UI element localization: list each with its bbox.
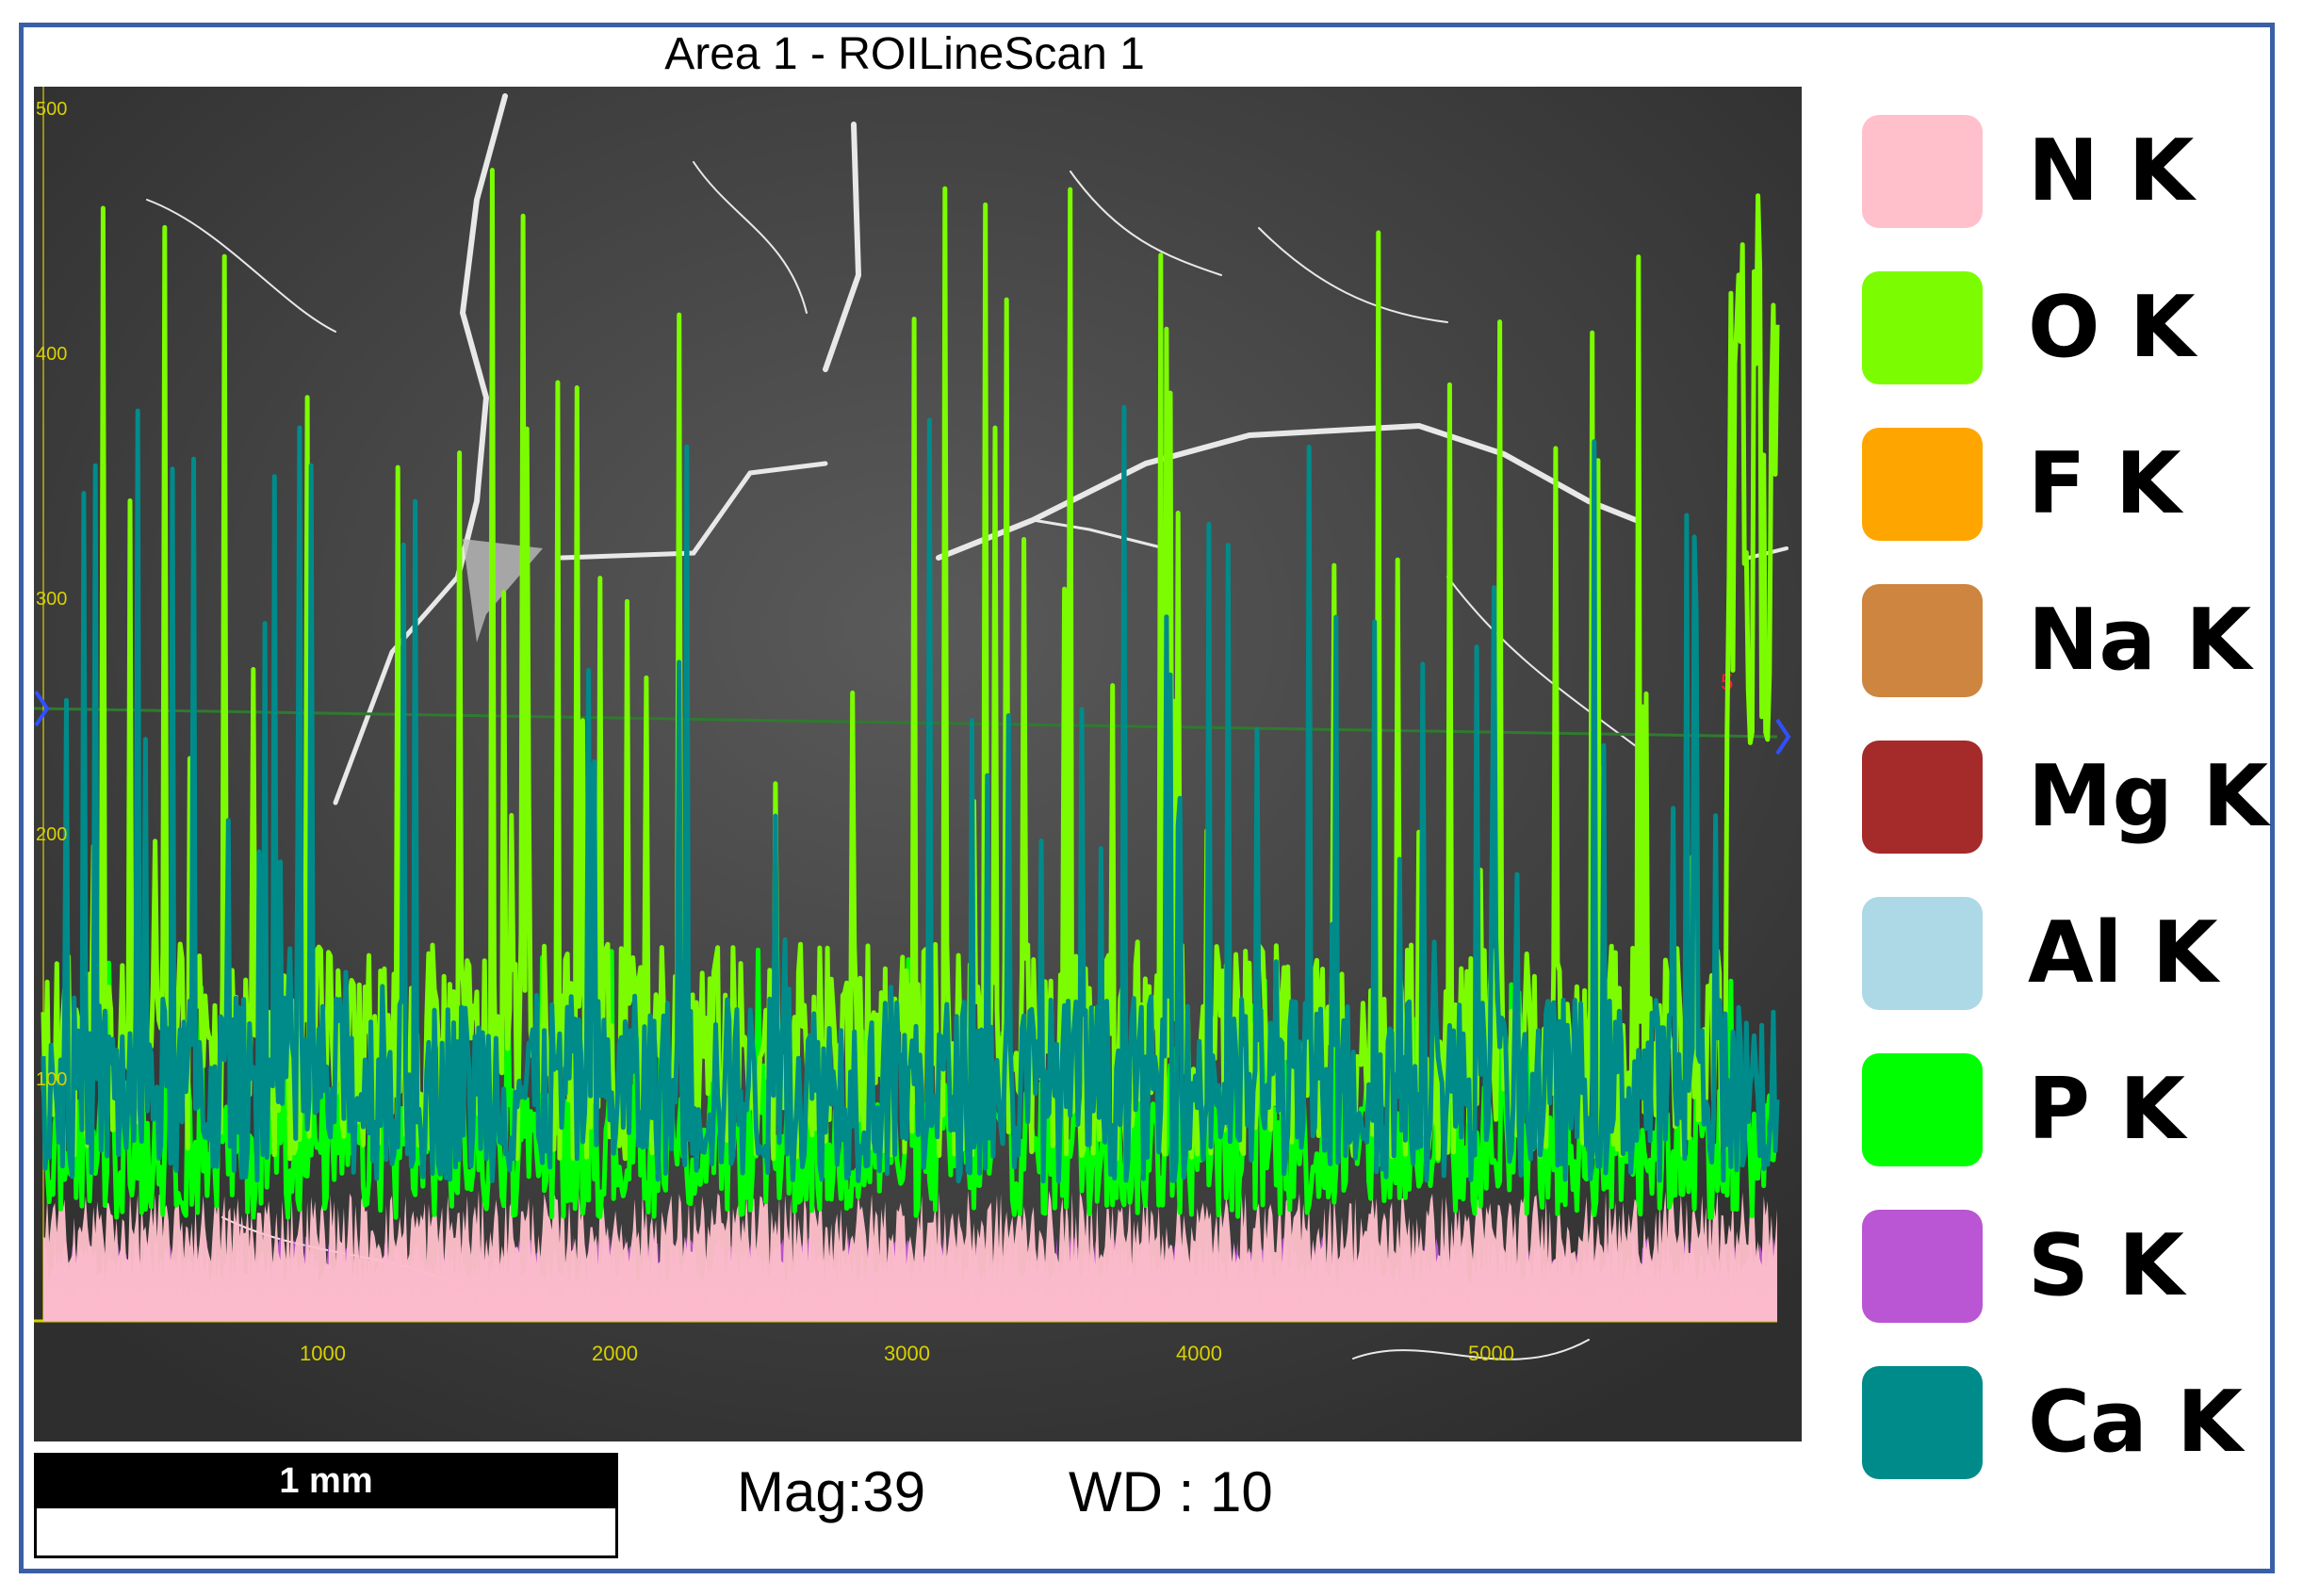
- legend-swatch: [1862, 115, 1983, 228]
- legend-swatch: [1862, 584, 1983, 697]
- legend-label: S K: [2028, 1216, 2184, 1315]
- scan-start-marker-icon: [34, 690, 50, 727]
- series-ca-k: [41, 404, 1780, 1184]
- magnification-readout: Mag:39: [737, 1460, 926, 1523]
- legend-item-ca-k: Ca K: [1862, 1362, 2277, 1479]
- legend-label: O K: [2028, 278, 2196, 377]
- legend-label: Mg K: [2028, 747, 2269, 846]
- legend-item-s-k: S K: [1862, 1206, 2277, 1323]
- y-tick-label: 200: [36, 824, 67, 845]
- legend-label: Ca K: [2028, 1373, 2243, 1472]
- x-tick-label: 2000: [592, 1342, 638, 1365]
- legend-item-mg-k: Mg K: [1862, 737, 2277, 854]
- legend-label: F K: [2028, 434, 2181, 533]
- x-tick-label: 3000: [884, 1342, 930, 1365]
- legend-label: Al K: [2028, 904, 2218, 1002]
- scale-bar: 1 mm: [34, 1453, 618, 1558]
- linescan-plot: 5 500 400 300 200 100 1000 2000 3000 400…: [34, 87, 1802, 1441]
- legend-item-p-k: P K: [1862, 1050, 2277, 1166]
- legend-swatch: [1862, 428, 1983, 541]
- legend-swatch: [1862, 897, 1983, 1010]
- legend-swatch: [1862, 1053, 1983, 1166]
- y-tick-label: 100: [36, 1069, 67, 1090]
- series-n-k: [43, 1190, 1777, 1321]
- legend-label: Na K: [2028, 591, 2252, 690]
- legend-item-n-k: N K: [1862, 111, 2277, 228]
- legend-label: N K: [2028, 122, 2195, 220]
- series-layer: [41, 168, 1780, 1321]
- legend: N K O K F K Na K Mg K Al K P K S K Ca K: [1862, 111, 2277, 1506]
- legend-item-na-k: Na K: [1862, 580, 2277, 697]
- scan-end-marker-icon: [1775, 718, 1791, 756]
- legend-swatch: [1862, 741, 1983, 854]
- y-tick-label: 500: [36, 99, 67, 120]
- y-tick-label: 400: [36, 344, 67, 365]
- scale-bar-label: 1 mm: [37, 1456, 615, 1508]
- legend-label: P K: [2028, 1060, 2186, 1159]
- legend-swatch: [1862, 271, 1983, 384]
- legend-swatch: [1862, 1210, 1983, 1323]
- legend-item-o-k: O K: [1862, 268, 2277, 384]
- sem-image-panel: 5 500 400 300 200 100 1000 2000 3000 400…: [34, 87, 1802, 1441]
- legend-item-f-k: F K: [1862, 424, 2277, 541]
- x-tick-label: 5000: [1468, 1342, 1514, 1365]
- x-tick-label: 4000: [1176, 1342, 1222, 1365]
- legend-item-al-k: Al K: [1862, 893, 2277, 1010]
- y-tick-label: 300: [36, 589, 67, 610]
- scan-line: [34, 707, 1778, 739]
- legend-swatch: [1862, 1366, 1983, 1479]
- chart-title: Area 1 - ROILineScan 1: [664, 29, 1145, 79]
- x-tick-label: 1000: [300, 1342, 346, 1365]
- working-distance-readout: WD : 10: [1069, 1460, 1273, 1523]
